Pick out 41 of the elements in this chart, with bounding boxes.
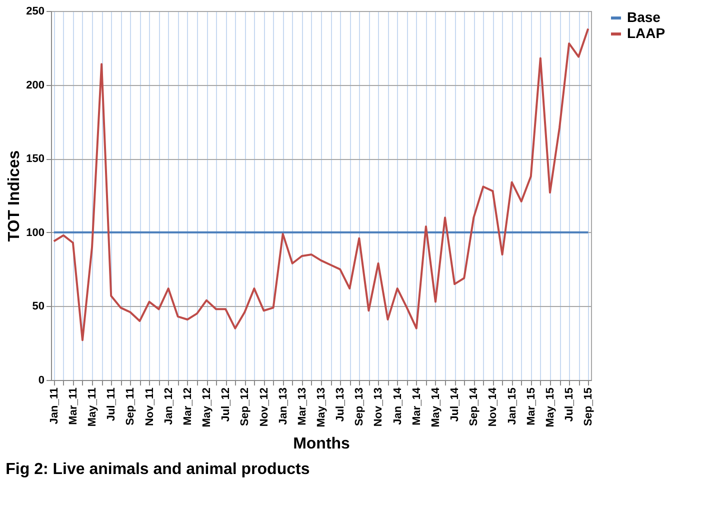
y-tick-label: 200	[26, 79, 44, 92]
x-tick-label: Jan_14	[392, 386, 404, 425]
x-tick-label: Nov_11	[144, 388, 156, 426]
y-axis-title: TOT Indices	[6, 150, 24, 242]
x-tick-label: Sep_11	[124, 388, 137, 426]
x-tick-label: Jul_11	[106, 388, 118, 422]
x-axis-title: Months	[293, 435, 350, 452]
x-tick-label: Nov_12	[258, 388, 270, 427]
x-tick-label: Nov_13	[372, 388, 385, 427]
x-tick-label: May_12	[201, 388, 214, 428]
x-tick-label: Jan_13	[277, 388, 290, 425]
x-tick-label: Sep_14	[468, 386, 480, 426]
legend-label: Base	[627, 9, 661, 25]
x-tick-label: May_15	[544, 388, 556, 428]
x-tick-label: Nov_14	[487, 386, 500, 427]
x-tick-label: Jan_15	[506, 388, 518, 425]
x-tick-label: Jul_15	[564, 388, 576, 422]
line-series	[52, 28, 590, 342]
x-tick-label: May_14	[430, 386, 442, 428]
y-tick-label: 250	[26, 6, 44, 18]
y-tick-label: 100	[26, 226, 44, 239]
x-tick-label: Sep_13	[354, 388, 366, 426]
y-tick-label: 50	[32, 300, 44, 313]
x-tick-label: Mar_14	[410, 386, 423, 426]
caption: Fig 2: Live animals and animal products	[6, 460, 310, 478]
x-tick-label: Jul_14	[449, 386, 462, 422]
x-tick-label: Mar_13	[296, 388, 308, 426]
x-tick-label: Mar_12	[182, 388, 194, 426]
x-tick-label: May_13	[316, 388, 328, 428]
x-tick-label: Jan_12	[162, 388, 175, 425]
x-tick-label: Mar_15	[525, 388, 538, 426]
x-tick-label: Sep_12	[239, 388, 252, 426]
y-tick-label: 0	[38, 374, 44, 386]
x-tick-label: Sep_15	[582, 388, 595, 426]
y-tick-label: 150	[26, 153, 44, 166]
x-tick-label: Jul_12	[220, 388, 232, 422]
x-tick-label: May_11	[86, 388, 99, 427]
x-tick-label: Jul_13	[334, 388, 347, 422]
x-tick-label: Jan_11	[48, 388, 60, 424]
x-tick-label: Mar_11	[67, 388, 80, 425]
legend-label: LAAP	[627, 25, 666, 41]
